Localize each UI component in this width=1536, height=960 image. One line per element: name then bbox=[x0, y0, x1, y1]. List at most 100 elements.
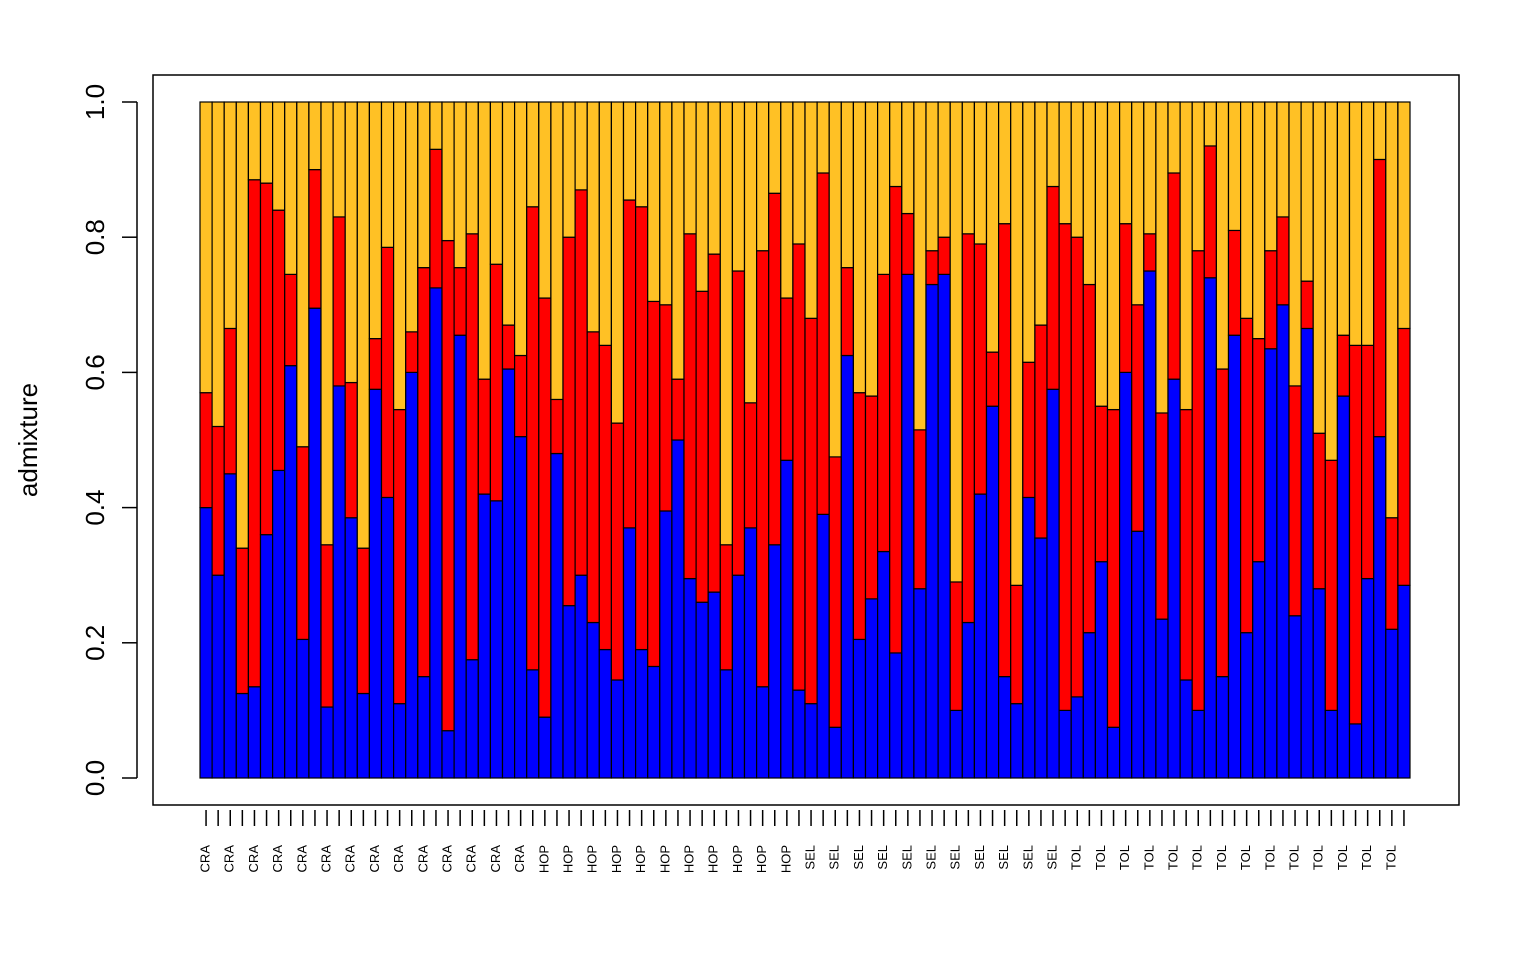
bar-segment bbox=[985, 405, 1000, 779]
bar-segment bbox=[465, 659, 479, 779]
bar-segment bbox=[259, 182, 274, 536]
bar-segment bbox=[272, 209, 286, 472]
bar-segment bbox=[828, 101, 842, 458]
bar-segment bbox=[1082, 283, 1097, 634]
bar-segment bbox=[1397, 101, 1411, 330]
bar-segment bbox=[1373, 101, 1387, 161]
bar-segment bbox=[1348, 344, 1363, 725]
x-tick-label: HOP bbox=[706, 845, 721, 873]
bar-segment bbox=[562, 101, 576, 238]
bar-segment bbox=[840, 267, 854, 357]
y-tick-label: 1.0 bbox=[80, 84, 110, 120]
bar-segment bbox=[477, 101, 491, 380]
bar-segment bbox=[405, 371, 419, 779]
bar-segment bbox=[1324, 459, 1339, 711]
bar-segment bbox=[647, 300, 661, 668]
bar-segment bbox=[889, 652, 903, 779]
bar-segment bbox=[743, 527, 758, 779]
x-tick-label: SEL bbox=[948, 845, 963, 870]
bar-segment bbox=[477, 493, 491, 779]
bar-segment bbox=[925, 250, 939, 286]
bar-segment bbox=[937, 236, 951, 275]
bar-segment bbox=[1312, 101, 1326, 434]
bar-segment bbox=[344, 101, 358, 384]
bar-segment bbox=[1010, 101, 1024, 586]
bar-segment bbox=[719, 101, 733, 546]
bar-segment bbox=[731, 574, 746, 779]
bar-segment bbox=[550, 101, 564, 401]
x-tick-label: SEL bbox=[972, 845, 987, 870]
bar-segment bbox=[755, 686, 770, 779]
bar-segment bbox=[1276, 216, 1290, 306]
bar-segment bbox=[755, 101, 770, 252]
bar-segment bbox=[344, 517, 358, 779]
bar-segment bbox=[1034, 101, 1048, 326]
bar-segment bbox=[949, 581, 963, 712]
x-tick-label: SEL bbox=[923, 845, 938, 870]
x-tick-label: TOL bbox=[1069, 845, 1084, 870]
bar-segment bbox=[1143, 233, 1157, 272]
bar-segment bbox=[284, 101, 298, 275]
bar-segment bbox=[1070, 236, 1084, 698]
bar-segment bbox=[804, 703, 818, 779]
bar-segment bbox=[1191, 709, 1205, 779]
bar-segment bbox=[1252, 561, 1266, 779]
bar-segment bbox=[937, 273, 951, 779]
bar-segment bbox=[828, 726, 842, 779]
bar-segment bbox=[961, 233, 975, 624]
x-tick-label: CRA bbox=[343, 845, 358, 873]
bar-segment bbox=[501, 101, 516, 326]
bar-segment bbox=[465, 101, 479, 235]
bar-segment bbox=[913, 101, 927, 431]
bar-segment bbox=[1155, 618, 1169, 779]
bar-segment bbox=[1397, 327, 1411, 586]
bar-segment bbox=[368, 101, 383, 340]
x-tick-label: TOL bbox=[1311, 845, 1326, 870]
x-tick-label: CRA bbox=[246, 845, 261, 873]
bar-segment bbox=[526, 206, 540, 671]
bar-segment bbox=[743, 101, 758, 404]
bar-segment bbox=[586, 331, 600, 624]
bar-segment bbox=[949, 101, 963, 583]
bar-segment bbox=[1252, 338, 1266, 563]
bar-segment bbox=[840, 354, 854, 779]
bar-segment bbox=[647, 665, 661, 779]
bar-segment bbox=[1179, 101, 1193, 411]
bar-segment bbox=[634, 206, 649, 651]
bar-segment bbox=[199, 507, 213, 779]
x-tick-label: TOL bbox=[1262, 845, 1277, 870]
bar-segment bbox=[1179, 408, 1193, 681]
y-tick-label: 0.6 bbox=[80, 354, 110, 390]
x-tick-label: CRA bbox=[439, 845, 454, 873]
bar-segment bbox=[985, 101, 1000, 353]
bar-segment bbox=[513, 101, 528, 357]
x-tick-label: SEL bbox=[827, 845, 842, 870]
y-tick-label: 0.4 bbox=[80, 490, 110, 526]
bar-segment bbox=[743, 402, 758, 529]
x-tick-label: TOL bbox=[1359, 845, 1374, 870]
bar-segment bbox=[671, 439, 685, 779]
x-tick-label: HOP bbox=[560, 845, 575, 873]
bar-segment bbox=[1264, 250, 1278, 350]
bar-segment bbox=[223, 473, 237, 779]
x-tick-label: SEL bbox=[1044, 845, 1059, 870]
bar-segment bbox=[1022, 496, 1036, 779]
bar-segment bbox=[1155, 101, 1169, 414]
bar-segment bbox=[235, 101, 250, 549]
bar-segment bbox=[453, 101, 467, 269]
bar-segment bbox=[1312, 432, 1326, 590]
bar-segment bbox=[1191, 101, 1205, 252]
bar-segment bbox=[876, 273, 891, 553]
bar-segment bbox=[1022, 361, 1036, 499]
bar-segment bbox=[804, 317, 818, 705]
bar-segment bbox=[344, 381, 358, 519]
bar-segment bbox=[816, 172, 830, 515]
bar-segment bbox=[634, 648, 649, 779]
bar-segment bbox=[1227, 101, 1242, 232]
bar-segment bbox=[526, 669, 540, 779]
bar-segment bbox=[393, 703, 407, 779]
bar-segment bbox=[562, 236, 576, 607]
bar-segment bbox=[804, 101, 818, 319]
bar-segment bbox=[1360, 344, 1375, 580]
